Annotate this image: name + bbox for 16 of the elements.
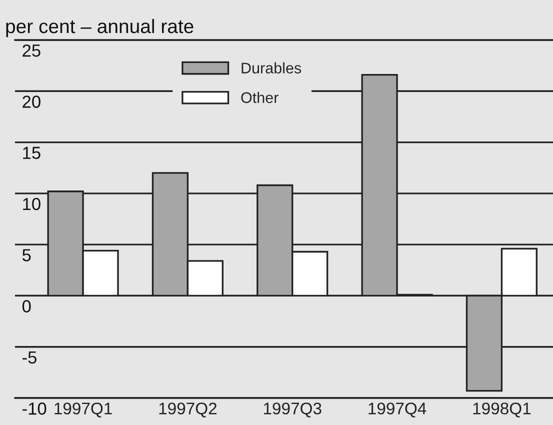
x-tick-label: 1997Q4 [368,402,426,418]
legend-label: Durables [242,62,302,74]
y-tick-label: 5 [22,249,31,262]
y-tick-label: 10 [23,198,40,210]
chart-title: per cent – annual rate [6,18,194,38]
legend-label: Other [241,92,278,104]
y-tick-label: 0 [22,300,31,312]
x-tick-label: 1997Q1 [54,402,112,418]
x-tick-label: 1998Q1 [473,402,531,418]
x-tick-label: 1997Q3 [264,402,322,418]
y-tick-label: -10 [22,402,46,415]
x-tick-label: 1997Q2 [159,402,217,418]
y-tick-label: -5 [22,351,36,364]
y-tick-label: 20 [22,96,40,108]
y-tick-label: 25 [22,44,40,57]
y-tick-label: 15 [23,146,40,160]
